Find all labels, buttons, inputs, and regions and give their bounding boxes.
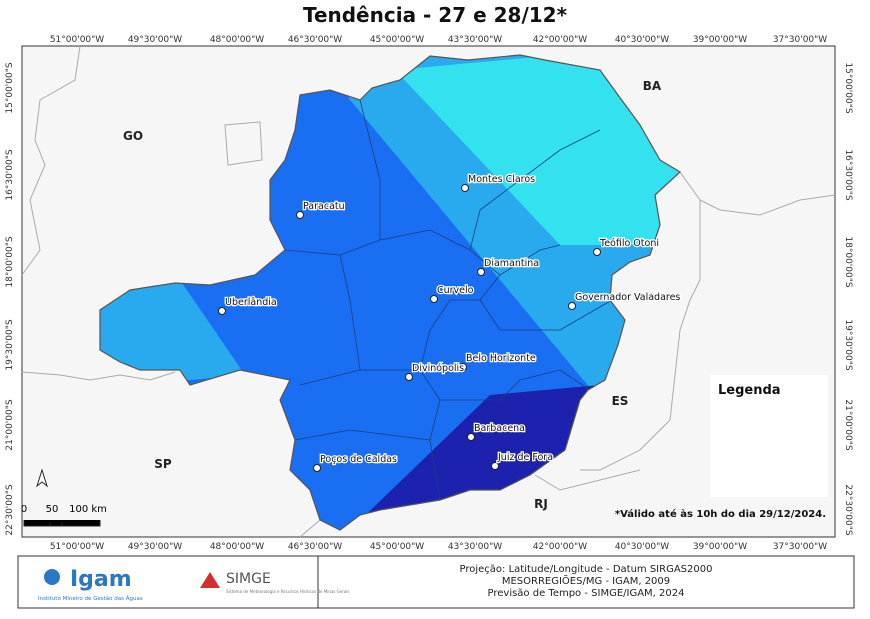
longitude-label: 43°30'00"W <box>448 35 502 45</box>
city-marker <box>405 373 413 381</box>
city-marker <box>461 184 469 192</box>
title: Tendência - 27 e 28/12* <box>303 3 568 27</box>
projection-line: MESORREGIÕES/MG - IGAM, 2009 <box>502 574 670 587</box>
longitude-label: 39°00'00"W <box>693 35 747 45</box>
legend-title: Legenda <box>718 383 781 398</box>
latitude-label: 19°30'00"S <box>5 319 15 370</box>
neighbor-borders <box>21 45 836 538</box>
longitude-label: 39°00'00"W <box>693 542 747 552</box>
city-marker <box>593 248 601 256</box>
city-label: Montes Claros <box>468 174 535 185</box>
state-label: BA <box>643 79 662 93</box>
state-label: RJ <box>534 497 548 511</box>
city-marker <box>430 295 438 303</box>
longitude-label: 37°30'00"W <box>773 35 827 45</box>
latitude-label: 16°30'00"S <box>5 149 15 200</box>
city-marker <box>477 268 485 276</box>
longitude-label: 49°30'00"W <box>128 542 182 552</box>
city-label: Governador Valadares <box>575 292 680 303</box>
validity-note: *Válido até às 10h do dia 29/12/2024. <box>615 508 826 520</box>
longitude-label: 46°30'00"W <box>288 35 342 45</box>
longitude-label: 37°30'00"W <box>773 542 827 552</box>
longitude-label: 45°00'00"W <box>370 542 424 552</box>
scale-bar <box>23 520 101 527</box>
footer: Igam Instituto Mineiro de Gestão das Águ… <box>17 555 855 609</box>
latitude-label: 19°30'00"S <box>843 319 853 370</box>
longitude-label: 48°00'00"W <box>210 542 264 552</box>
longitude-label: 42°00'00"W <box>533 35 587 45</box>
longitude-label: 51°00'00"W <box>50 35 104 45</box>
scale-label: 0 <box>21 504 27 515</box>
longitude-label: 42°00'00"W <box>533 542 587 552</box>
latitude-label: 22°30'00"S <box>843 484 853 535</box>
latitude-label: 21°00'00"S <box>5 399 15 450</box>
city-label: Uberlândia <box>225 297 277 308</box>
city-marker <box>218 307 226 315</box>
latitude-label: 15°00'00"S <box>843 62 853 113</box>
longitude-label: 51°00'00"W <box>50 542 104 552</box>
longitude-label: 43°30'00"W <box>448 542 502 552</box>
simge-logo: SIMGE <box>226 571 271 587</box>
city-label: Teófilo Otoni <box>599 238 659 249</box>
latitude-label: 18°00'00"S <box>843 236 853 287</box>
city-label: Barbacena <box>474 423 525 434</box>
north-arrow <box>36 468 48 488</box>
longitude-label: 48°00'00"W <box>210 35 264 45</box>
longitude-label: 46°30'00"W <box>288 542 342 552</box>
igam-subtitle: Instituto Mineiro de Gestão das Águas <box>38 595 143 602</box>
city-label: Divinópolis <box>412 363 464 374</box>
longitude-label: 49°30'00"W <box>128 35 182 45</box>
latitude-label: 15°00'00"S <box>5 62 15 113</box>
city-marker <box>491 462 499 470</box>
scale-label: 100 km <box>69 504 107 515</box>
latitude-label: 21°00'00"S <box>843 399 853 450</box>
state-label: ES <box>612 394 629 408</box>
city-marker <box>459 363 467 371</box>
state-label: SP <box>154 457 172 471</box>
latitude-label: 22°30'00"S <box>5 484 15 535</box>
projection-line: Previsão de Tempo - SIMGE/IGAM, 2024 <box>488 588 685 599</box>
city-label: Juiz de Fora <box>497 452 553 463</box>
city-marker <box>467 433 475 441</box>
city-label: Poços de Caldas <box>320 454 397 465</box>
latitude-label: 16°30'00"S <box>843 149 853 200</box>
projection-line: Projeção: Latitude/Longitude - Datum SIR… <box>460 564 713 575</box>
igam-logo: Igam <box>70 567 132 592</box>
longitude-label: 45°00'00"W <box>370 35 424 45</box>
latitude-label: 18°00'00"S <box>5 236 15 287</box>
scale-label: 50 <box>46 504 59 515</box>
city-label: Curvelo <box>437 285 474 296</box>
city-marker <box>296 211 304 219</box>
city-label: Paracatu <box>303 201 345 212</box>
legend-box <box>710 375 828 497</box>
city-label: Diamantina <box>484 258 539 269</box>
city-marker <box>568 302 576 310</box>
state-label: GO <box>123 129 143 143</box>
city-marker <box>313 464 321 472</box>
city-label: Belo Horizonte <box>466 353 536 364</box>
longitude-label: 40°30'00"W <box>615 542 669 552</box>
simge-subtitle: Sistema de Meteorologia e Recursos Hídri… <box>226 589 349 594</box>
longitude-label: 40°30'00"W <box>615 35 669 45</box>
